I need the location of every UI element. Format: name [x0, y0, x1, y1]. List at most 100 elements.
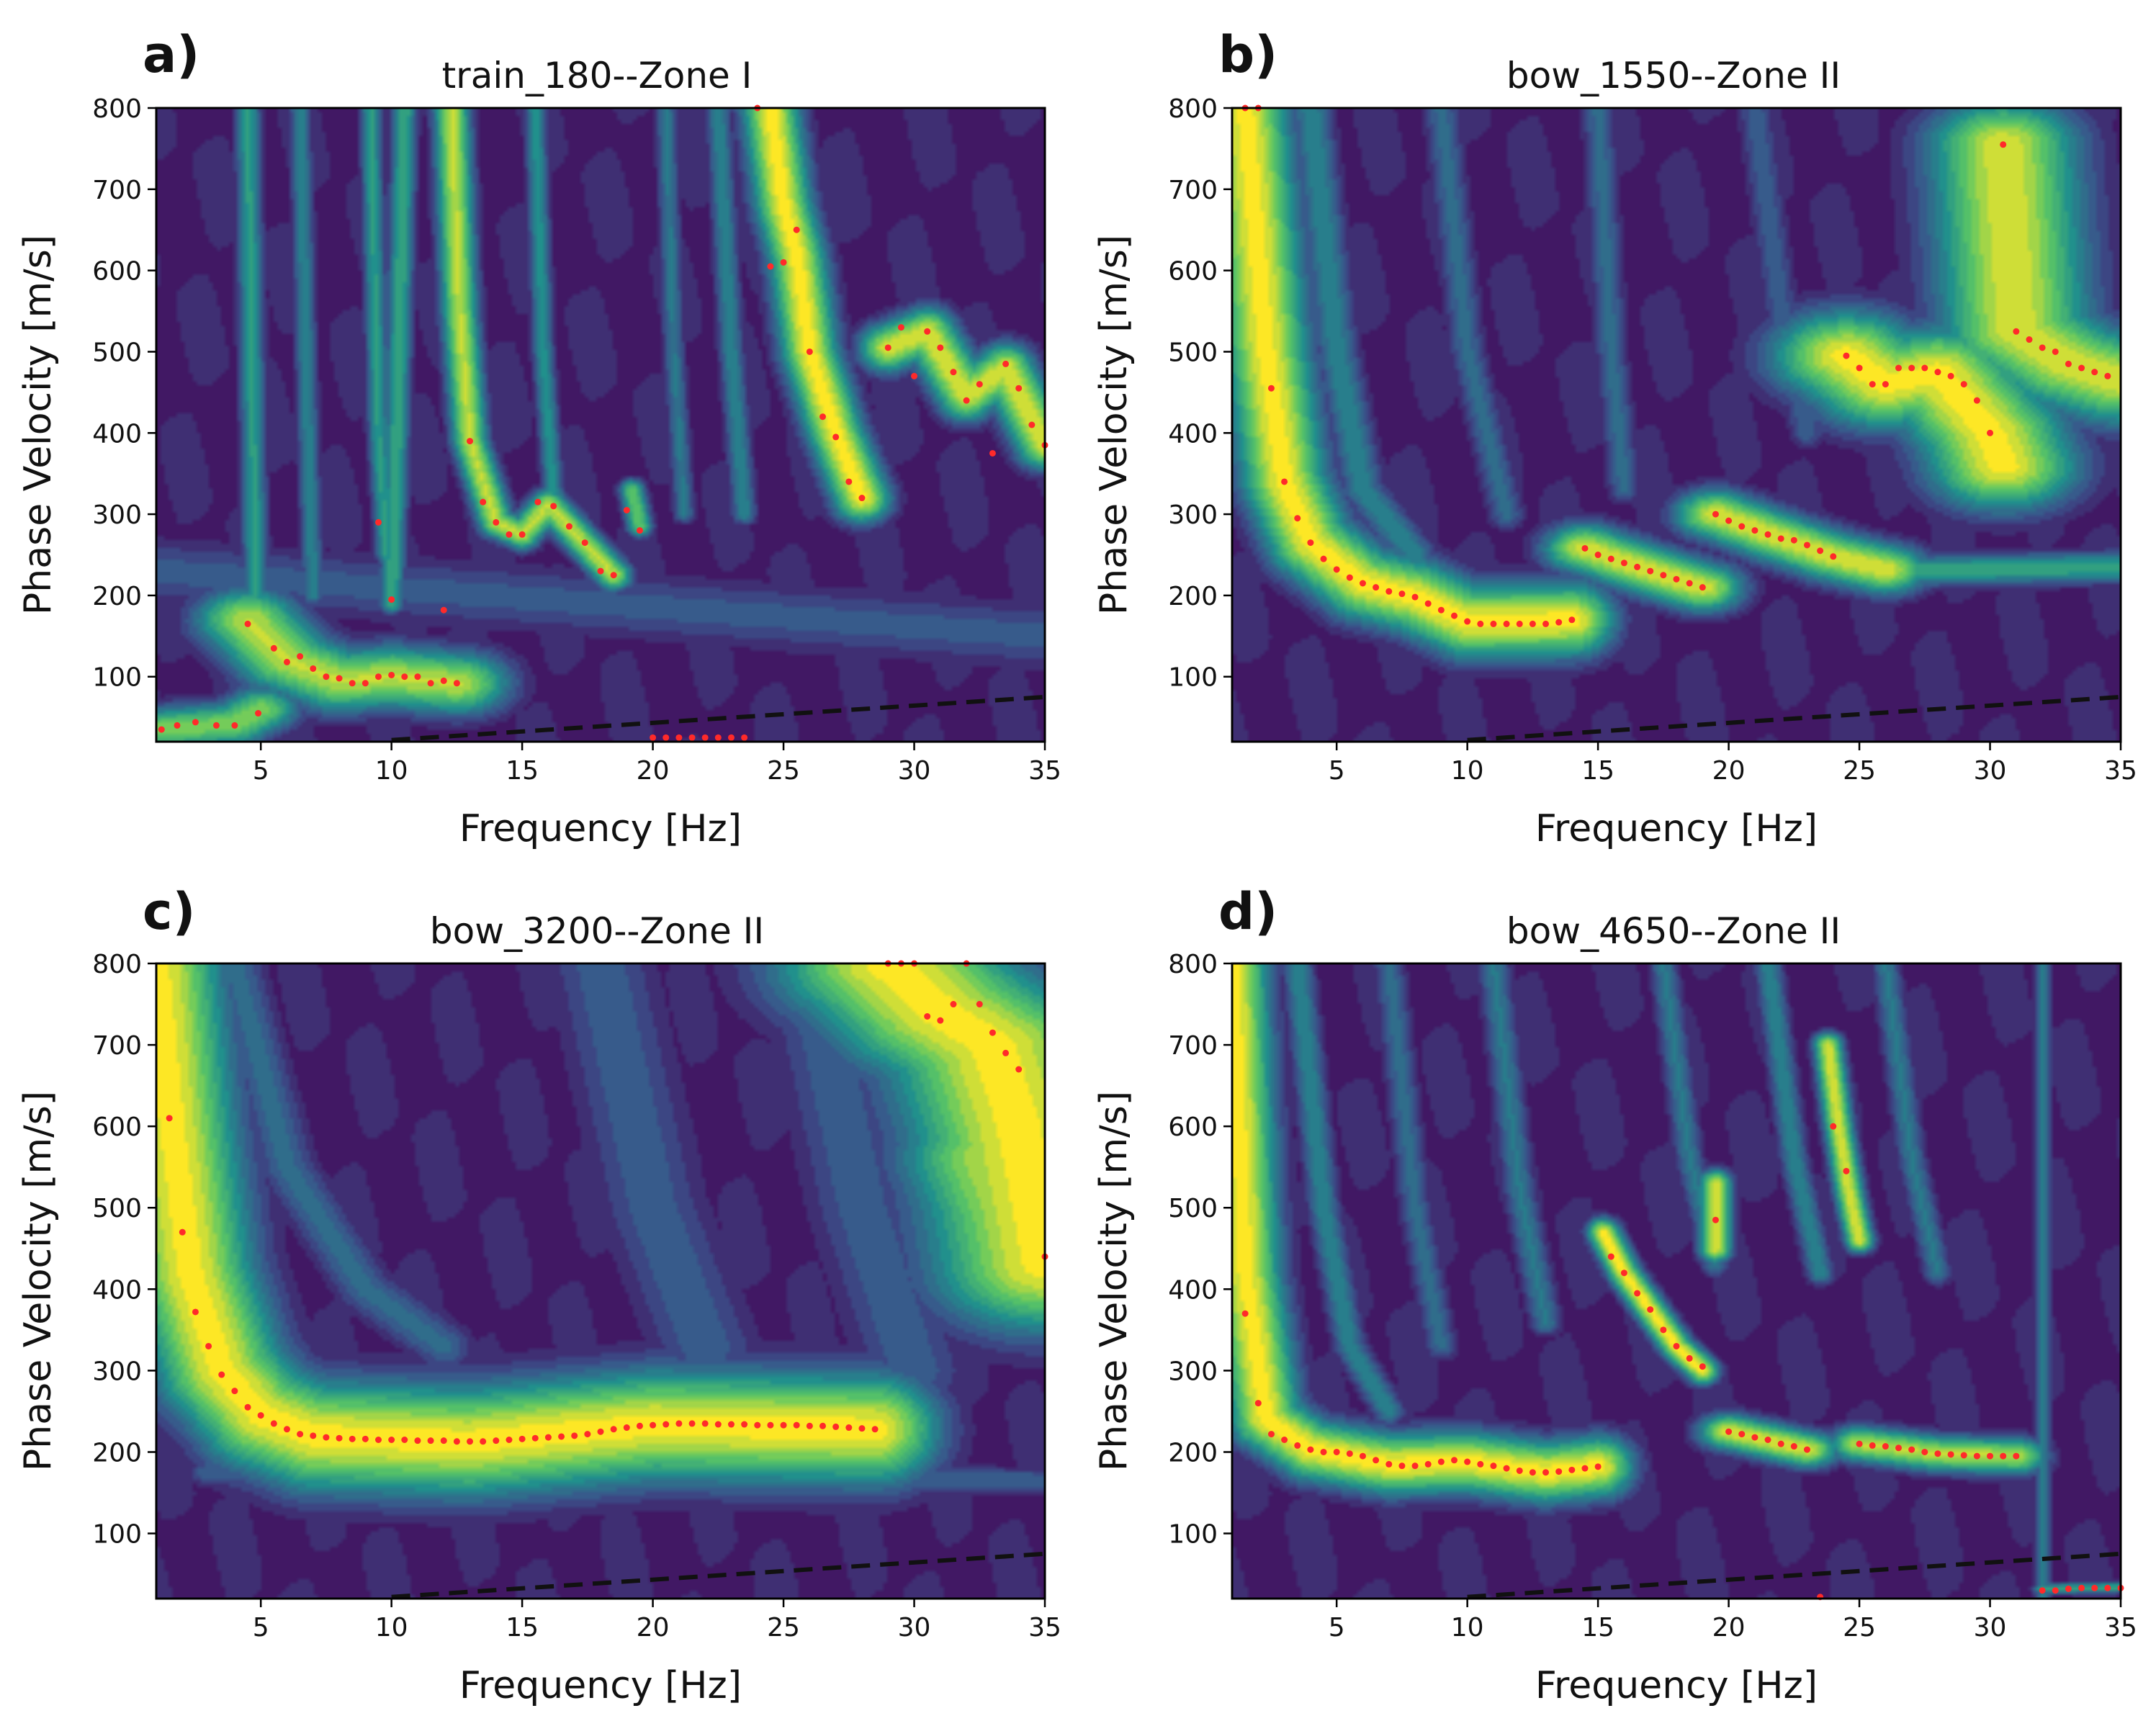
pick-point: [806, 348, 813, 355]
pick-point: [832, 433, 840, 441]
pick-point: [375, 673, 382, 680]
pick-point: [1320, 555, 1327, 562]
y-tick-label: 100: [92, 1520, 142, 1550]
pick-point: [388, 671, 395, 678]
pick-point: [1882, 1443, 1889, 1450]
pick-point: [174, 722, 181, 729]
pick-point: [924, 328, 931, 335]
pick-point: [2052, 348, 2059, 355]
pick-point: [1843, 352, 1850, 359]
pick-point: [701, 734, 709, 741]
pick-point: [1568, 1466, 1576, 1473]
y-axis-label: Phase Velocity [m/s]: [17, 1091, 60, 1471]
pick-point: [780, 259, 787, 266]
y-tick-label: 500: [1168, 338, 1218, 367]
pick-point: [1895, 1444, 1902, 1452]
marks: [1241, 1123, 2124, 1601]
pick-point: [610, 572, 617, 579]
pick-point: [989, 1029, 996, 1036]
pick-point: [1359, 1452, 1366, 1460]
pick-point: [1634, 563, 1641, 570]
pick-point: [1490, 1462, 1497, 1470]
y-tick-label: 700: [1168, 1031, 1218, 1061]
pick-point: [1960, 1452, 1967, 1459]
pick-point: [911, 372, 918, 379]
pick-point: [1241, 1310, 1249, 1317]
pick-point: [2039, 344, 2046, 351]
pick-point: [675, 734, 683, 741]
pick-point: [1856, 364, 1863, 372]
chart-title: bow_3200--Zone II: [430, 910, 764, 952]
y-tick-label: 100: [1168, 663, 1218, 693]
pick-point: [754, 1421, 761, 1429]
pick-point: [1725, 517, 1733, 524]
pick-point: [636, 527, 643, 534]
pick-point: [1254, 1400, 1262, 1407]
pick-point: [453, 1438, 460, 1445]
pick-point: [506, 531, 513, 538]
pick-point: [244, 620, 251, 627]
y-tick-label: 300: [1168, 1357, 1218, 1386]
pick-point: [2065, 1585, 2072, 1592]
pick-point: [1503, 1465, 1510, 1472]
x-tick-label: 30: [898, 1613, 931, 1643]
reference-line: [1467, 1551, 2121, 1599]
pick-point: [819, 1422, 826, 1429]
pick-point: [440, 606, 447, 614]
pick-point: [1373, 584, 1380, 591]
pick-point: [1947, 372, 1954, 379]
reference-line: [391, 694, 1046, 742]
x-tick-label: 5: [253, 1613, 269, 1643]
pick-point: [1712, 511, 1719, 518]
pick-point: [283, 658, 290, 665]
pick-point: [1542, 1469, 1550, 1476]
pick-point: [1464, 1458, 1471, 1465]
pick-point: [1333, 566, 1340, 573]
y-tick-label: 500: [92, 338, 142, 367]
pick-point: [388, 1437, 395, 1443]
pick-point: [858, 495, 866, 502]
y-tick-label: 300: [92, 1357, 142, 1386]
pick-point: [727, 1421, 735, 1428]
pick-point: [714, 734, 722, 741]
y-tick-label: 100: [1168, 1520, 1218, 1550]
pick-point: [1921, 1448, 1928, 1455]
y-tick-label: 500: [92, 1194, 142, 1223]
y-axis-label: Phase Velocity [m/s]: [1092, 235, 1136, 615]
pick-point: [414, 1437, 421, 1444]
x-tick-label: 20: [637, 756, 670, 786]
pick-point: [2013, 328, 2020, 335]
pick-point: [1973, 397, 1980, 404]
pick-point: [192, 719, 199, 726]
x-tick-label: 35: [1028, 756, 1061, 786]
pick-point: [401, 1437, 408, 1443]
plot-frame: [1231, 962, 2122, 1600]
pick-point: [1333, 1448, 1340, 1455]
x-tick-label: 35: [2104, 1613, 2137, 1643]
pick-point: [845, 1424, 853, 1432]
pick-point: [1307, 1446, 1314, 1453]
pick-point: [989, 449, 996, 457]
y-tick-label: 600: [1168, 257, 1218, 287]
pick-point: [597, 567, 604, 575]
pick-point: [1751, 527, 1759, 534]
pick-point: [793, 1421, 800, 1429]
pick-point: [1411, 1462, 1419, 1470]
pick-point: [950, 369, 957, 376]
pick-point: [1764, 531, 1771, 538]
pick-point: [1568, 616, 1576, 624]
plot-frame: [155, 107, 1046, 743]
y-ticks: 100 200 300 400 500 600 700 800: [1168, 950, 1232, 1550]
x-tick-label: 10: [375, 756, 408, 786]
pick-point: [1751, 1434, 1759, 1441]
pick-point: [858, 1425, 866, 1432]
pick-point: [1555, 619, 1563, 626]
pick-point: [2039, 1587, 2046, 1594]
pick-point: [310, 665, 317, 672]
x-tick-label: 10: [375, 1613, 408, 1643]
pick-point: [1790, 1443, 1797, 1450]
y-tick-label: 300: [1168, 500, 1218, 530]
x-tick-label: 10: [1451, 1613, 1484, 1643]
pick-point: [1529, 1469, 1536, 1476]
